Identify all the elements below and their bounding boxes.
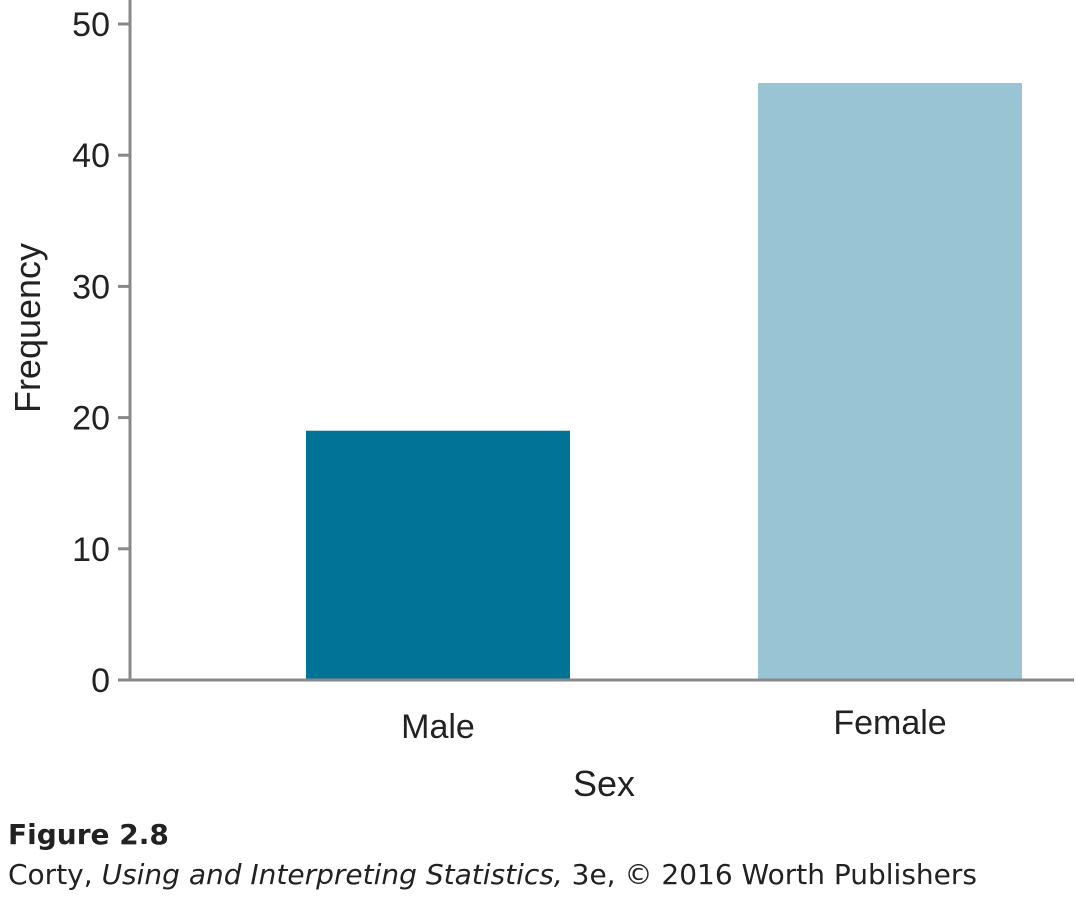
x-axis-title: Sex <box>573 763 635 804</box>
y-tick-label: 40 <box>72 137 110 175</box>
y-tick-label: 10 <box>72 531 110 569</box>
y-tick-label: 20 <box>72 400 110 438</box>
x-axis: Male Female <box>130 678 1074 746</box>
y-axis: 0 10 20 30 40 50 <box>72 0 132 700</box>
figure-label: Figure 2.8 <box>8 818 169 851</box>
y-axis-title: Frequency <box>7 243 48 413</box>
y-ticks: 0 10 20 30 40 50 <box>72 6 130 700</box>
x-tick-label-male: Male <box>401 708 475 746</box>
figure-source: Corty, Using and Interpreting Statistics… <box>8 858 977 891</box>
bar-female <box>758 83 1022 681</box>
y-tick-label: 50 <box>72 6 110 44</box>
source-author: Corty, <box>8 858 93 891</box>
source-title: Using and Interpreting Statistics, <box>101 858 563 891</box>
y-tick-label: 0 <box>91 662 110 700</box>
y-tick-label: 30 <box>72 268 110 306</box>
bars-group <box>306 83 1022 681</box>
bar-male <box>306 430 570 680</box>
x-tick-label-female: Female <box>833 704 946 742</box>
bar-chart: 0 10 20 30 40 50 Male Female Frequency Sex <box>7 0 1074 804</box>
x-tick-labels: Male Female <box>401 704 947 746</box>
source-rest: 3e, © 2016 Worth Publishers <box>571 858 977 891</box>
